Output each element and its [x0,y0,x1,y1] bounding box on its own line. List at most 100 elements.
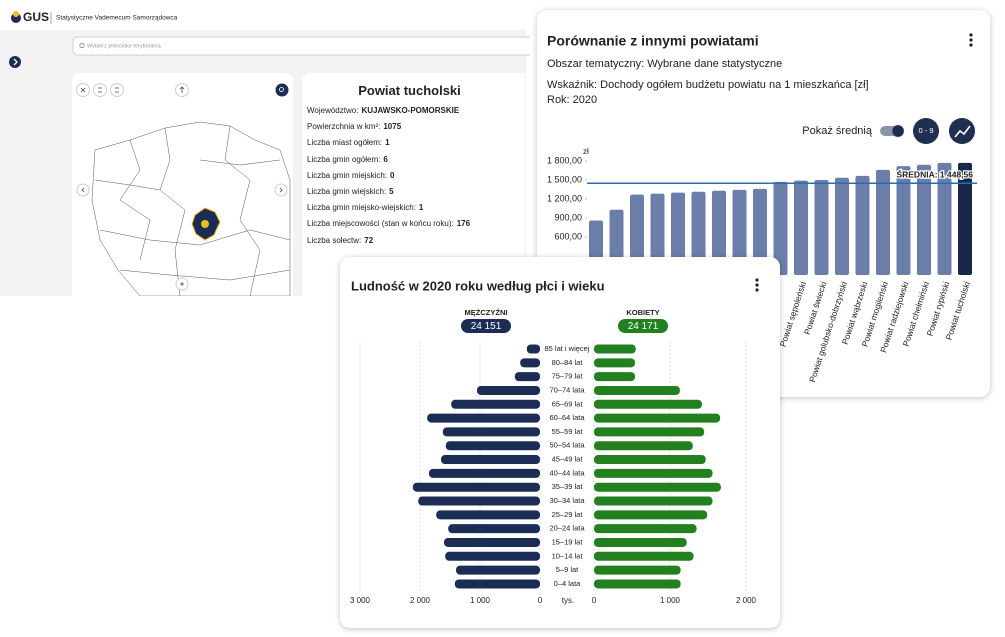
age-label: 10–14 lat [552,551,584,560]
bar [753,188,767,275]
bar [594,358,636,368]
bar [594,427,705,437]
zoom-icon [279,87,284,92]
info-row: Województwo: KUJAWSKO-POMORSKIE [307,103,470,119]
bar [441,455,540,465]
comparison-card: Porównanie z innymi powiatami Obszar tema… [537,10,990,397]
bar [594,565,681,575]
age-label: 75–79 lat [552,372,584,381]
toggle-knob[interactable] [891,124,905,138]
menu-dot[interactable] [969,38,973,42]
x-tick-label: Powiat sępoleński [778,280,809,348]
bar [594,372,636,382]
bar [429,468,540,478]
bar [594,579,681,589]
bar [444,537,540,547]
map-button[interactable] [110,83,124,97]
x-tick-label: 1 000 [660,596,681,605]
menu-dot[interactable] [755,283,759,287]
x-tick-label: 2 000 [736,596,757,605]
chart-type-button[interactable] [949,118,975,144]
map-button[interactable] [274,183,288,197]
bar [814,180,829,275]
info-title: Powiat tucholski [358,83,461,98]
info-row: Liczba miejscowości (stan w końcu roku):… [307,216,470,232]
bar [594,441,693,451]
info-label: Liczba gmin wiejskich: [307,186,387,196]
x-axis-label: tys. [562,596,574,605]
bar [794,180,808,275]
trend-icon [954,125,971,138]
sidebar-toggle[interactable] [9,56,21,68]
info-row: Liczba gmin miejskich: 0 [307,168,470,184]
age-label: 15–19 lat [552,537,584,546]
map-button[interactable] [76,183,90,197]
average-label: ŚREDNIA: 1 448,56 [896,169,973,180]
info-row: Liczba gmin ogółem: 6 [307,152,470,168]
comparison-chart: Porównanie z innymi powiatami Obszar tema… [547,33,977,384]
bar [712,190,726,275]
map-pin [201,220,209,228]
bar [594,399,702,409]
series-total: 24 151 [471,321,502,332]
search-box[interactable] [72,36,530,56]
info-label: Liczba miast ogółem: [307,138,383,148]
age-label: 25–29 lat [552,510,584,519]
series-name: MĘŻCZYŹNI [465,308,508,317]
series-name: KOBIETY [626,308,659,317]
bar [418,496,540,506]
header [0,0,526,30]
bar [514,372,540,382]
card-title: Ludność w 2020 roku według płci i wieku [351,278,605,293]
info-row: Powierzchnia w km²: 1075 [307,119,470,135]
info-value: 0 [390,170,395,180]
menu-dot[interactable] [969,33,973,37]
info-value: KUJAWSKO-POMORSKIE [361,106,460,115]
info-value: 176 [456,219,471,229]
bar [448,524,540,534]
series-total-pill [618,319,668,333]
age-label: 20–24 lata [549,524,585,533]
bar [855,175,870,275]
info-value: 1075 [383,122,402,132]
bar [630,194,644,275]
info-row: Liczba gmin miejsko-wiejskich: 1 [307,200,470,216]
bar [412,482,540,492]
menu-dot[interactable] [969,43,973,47]
map-button[interactable] [93,83,107,97]
range-button-label: 0 - 9 [918,126,933,135]
info-label: Województwo: [307,106,359,115]
y-tick-label: 900,00 [554,212,582,222]
bar [445,441,540,451]
bar [896,166,911,275]
info-label: Liczba miejscowości (stan w końcu roku): [307,219,454,229]
toggle-label: Pokaż średnią [802,125,873,137]
bar [594,537,687,547]
age-label: 35–39 lat [552,482,584,491]
menu-dot[interactable] [755,278,759,282]
map-button[interactable] [275,83,289,97]
bar [773,181,788,275]
bar [594,496,713,506]
bar [454,579,540,589]
bar [526,344,540,354]
series-total: 24 171 [628,321,659,332]
bar [958,162,972,275]
info-label: Liczba gmin miejsko-wiejskich: [307,203,416,213]
range-button[interactable] [913,118,939,144]
bar [691,191,706,275]
age-label: 5–9 lat [556,565,579,574]
bar [594,385,680,395]
info-value: 5 [389,186,394,196]
info-label: Liczba gmin ogółem: [307,154,381,164]
age-label: 55–59 lat [552,427,584,436]
menu-dot[interactable] [755,288,759,292]
population-chart: Ludność w 2020 roku według płci i wieku 0… [350,278,759,605]
app-name: Statystyczne Vademecum Samorządowca [56,15,178,22]
bar [876,169,890,275]
bar [937,162,952,275]
bar [520,358,540,368]
x-tick-label: 1 000 [470,596,491,605]
